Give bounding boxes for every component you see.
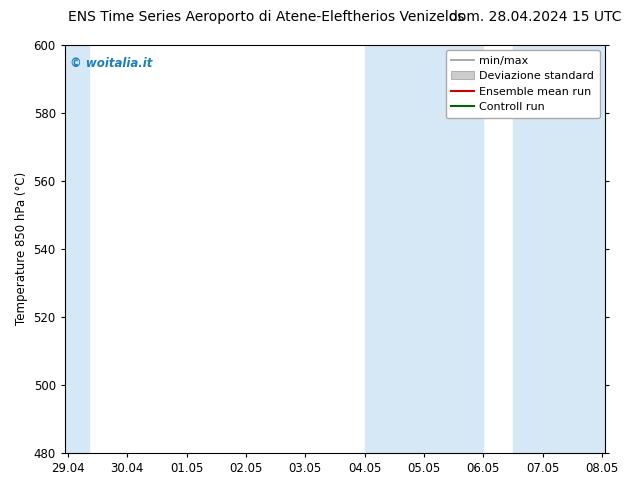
Y-axis label: Temperature 850 hPa (°C): Temperature 850 hPa (°C): [15, 172, 28, 325]
Legend: min/max, Deviazione standard, Ensemble mean run, Controll run: min/max, Deviazione standard, Ensemble m…: [446, 50, 600, 118]
Bar: [513, 45, 605, 453]
Bar: [365, 45, 483, 453]
Bar: [65, 45, 89, 453]
Text: dom. 28.04.2024 15 UTC: dom. 28.04.2024 15 UTC: [449, 10, 621, 24]
Text: ENS Time Series Aeroporto di Atene-Eleftherios Venizelos: ENS Time Series Aeroporto di Atene-Eleft…: [68, 10, 465, 24]
Text: © woitalia.it: © woitalia.it: [70, 57, 153, 70]
